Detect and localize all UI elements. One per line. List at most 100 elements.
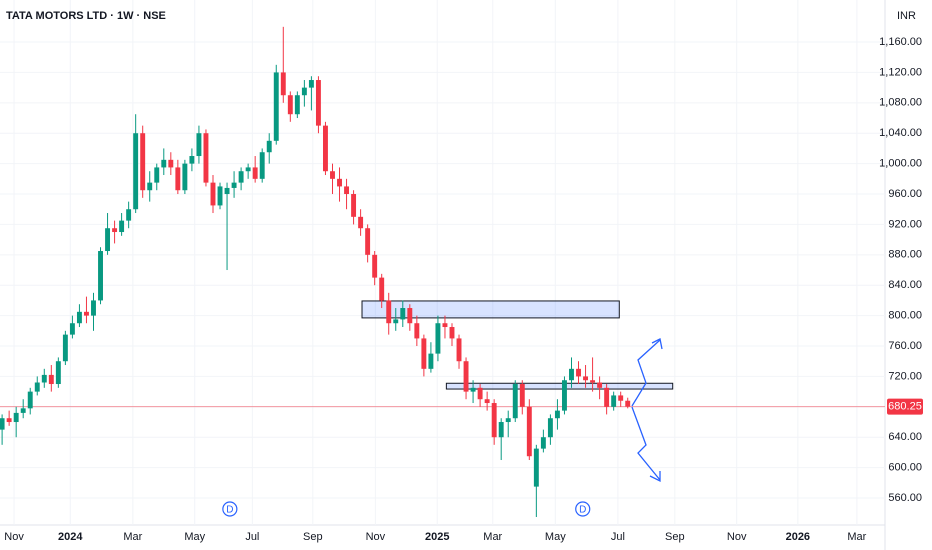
x-tick-label: Sep [665, 531, 685, 543]
candle-body [435, 323, 441, 354]
candle-body [41, 374, 47, 383]
event-marker [222, 501, 238, 517]
candle-body [365, 228, 371, 255]
x-tick-label: Sep [303, 531, 323, 543]
candle-body [119, 220, 125, 233]
candle-body [280, 72, 286, 96]
candle-body [379, 277, 385, 301]
candle-body [69, 323, 75, 335]
candle-body [20, 408, 26, 413]
candle-body [112, 228, 118, 233]
y-tick-label: 600.00 [888, 462, 922, 474]
candle-body [554, 410, 560, 419]
candle-body [48, 374, 54, 385]
candle-body [470, 387, 476, 392]
drawn-arrows [631, 338, 663, 483]
last-price-tag [887, 398, 923, 415]
candle-body [604, 387, 610, 407]
candle-body [533, 448, 539, 487]
y-tick-label: 560.00 [888, 492, 922, 504]
candle-body [13, 412, 19, 423]
y-tick-label: 720.00 [888, 370, 922, 382]
candle-body [315, 80, 321, 126]
y-tick-label: 800.00 [888, 310, 922, 322]
candle-body [428, 353, 434, 369]
candle-body [301, 87, 307, 96]
chart-title: TATA MOTORS LTD · 1W · NSE [6, 10, 166, 22]
y-tick-label: 880.00 [888, 249, 922, 261]
down-arrow [631, 406, 661, 481]
y-tick-label: 1,160.00 [879, 36, 922, 48]
candle-body [182, 163, 188, 191]
candle-body [498, 422, 504, 438]
candle-body [196, 133, 202, 157]
candle-body [323, 125, 328, 172]
event-label: D [579, 505, 586, 516]
candle-body [625, 400, 631, 407]
candle-body [526, 406, 532, 457]
candle-body [273, 72, 279, 141]
event-marker [575, 501, 591, 517]
event-label: D [226, 505, 233, 516]
currency-label: INR [897, 10, 916, 22]
x-tick-label: Jul [611, 531, 625, 543]
candle-body [76, 311, 82, 324]
candle-body [597, 382, 603, 388]
candle-body [217, 186, 223, 206]
candle-body [147, 182, 153, 191]
up-arrow [631, 339, 661, 407]
down-arrow-head [649, 471, 661, 483]
candle-body [463, 361, 469, 392]
candle-body [547, 418, 553, 438]
x-tick-label: Mar [847, 531, 866, 543]
candle-body [203, 133, 209, 183]
y-tick-label: 1,120.00 [879, 66, 922, 78]
candle-body [140, 133, 146, 191]
candle-body [91, 300, 96, 316]
candle-body [55, 361, 61, 385]
candle-body [189, 156, 195, 164]
price-zone [445, 382, 674, 390]
candle-body [400, 308, 406, 320]
x-tick-label: Nov [4, 531, 24, 543]
candle-body [569, 368, 574, 381]
candle-body [449, 327, 455, 339]
candle-body [414, 323, 420, 339]
candle-body [484, 399, 490, 404]
candle-body [154, 167, 160, 183]
candle-body [512, 384, 518, 419]
x-tick-label: Nov [727, 531, 747, 543]
candle-body [456, 338, 462, 362]
candle-body [27, 391, 33, 409]
candle-body [407, 308, 413, 324]
candle-body [358, 216, 364, 229]
candle-body [210, 182, 216, 206]
candle-body [175, 167, 181, 191]
last-price-label: 680.25 [888, 401, 922, 413]
candle-body [308, 80, 314, 88]
x-tick-label: May [545, 531, 566, 543]
candle-body [238, 171, 244, 183]
candle-body [519, 384, 525, 407]
candle-body [168, 159, 174, 168]
candle-body [6, 418, 12, 423]
y-tick-label: 840.00 [888, 279, 922, 291]
candle-body [351, 194, 357, 217]
y-tick-label: 960.00 [888, 188, 922, 200]
x-tick-label: 2026 [786, 531, 810, 543]
candle-body [477, 387, 483, 400]
candle-body [259, 152, 265, 179]
candle-body [224, 187, 230, 195]
price-zone [361, 300, 620, 319]
candle-body [266, 140, 272, 153]
y-tick-label: 640.00 [888, 431, 922, 443]
candle-body [126, 209, 132, 221]
x-tick-label: May [184, 531, 205, 543]
candle-body [105, 228, 111, 252]
candle-body [386, 300, 392, 324]
candle-body [505, 418, 511, 423]
candle-body [491, 403, 497, 438]
candle-body [590, 380, 596, 383]
x-tick-label: Mar [123, 531, 142, 543]
